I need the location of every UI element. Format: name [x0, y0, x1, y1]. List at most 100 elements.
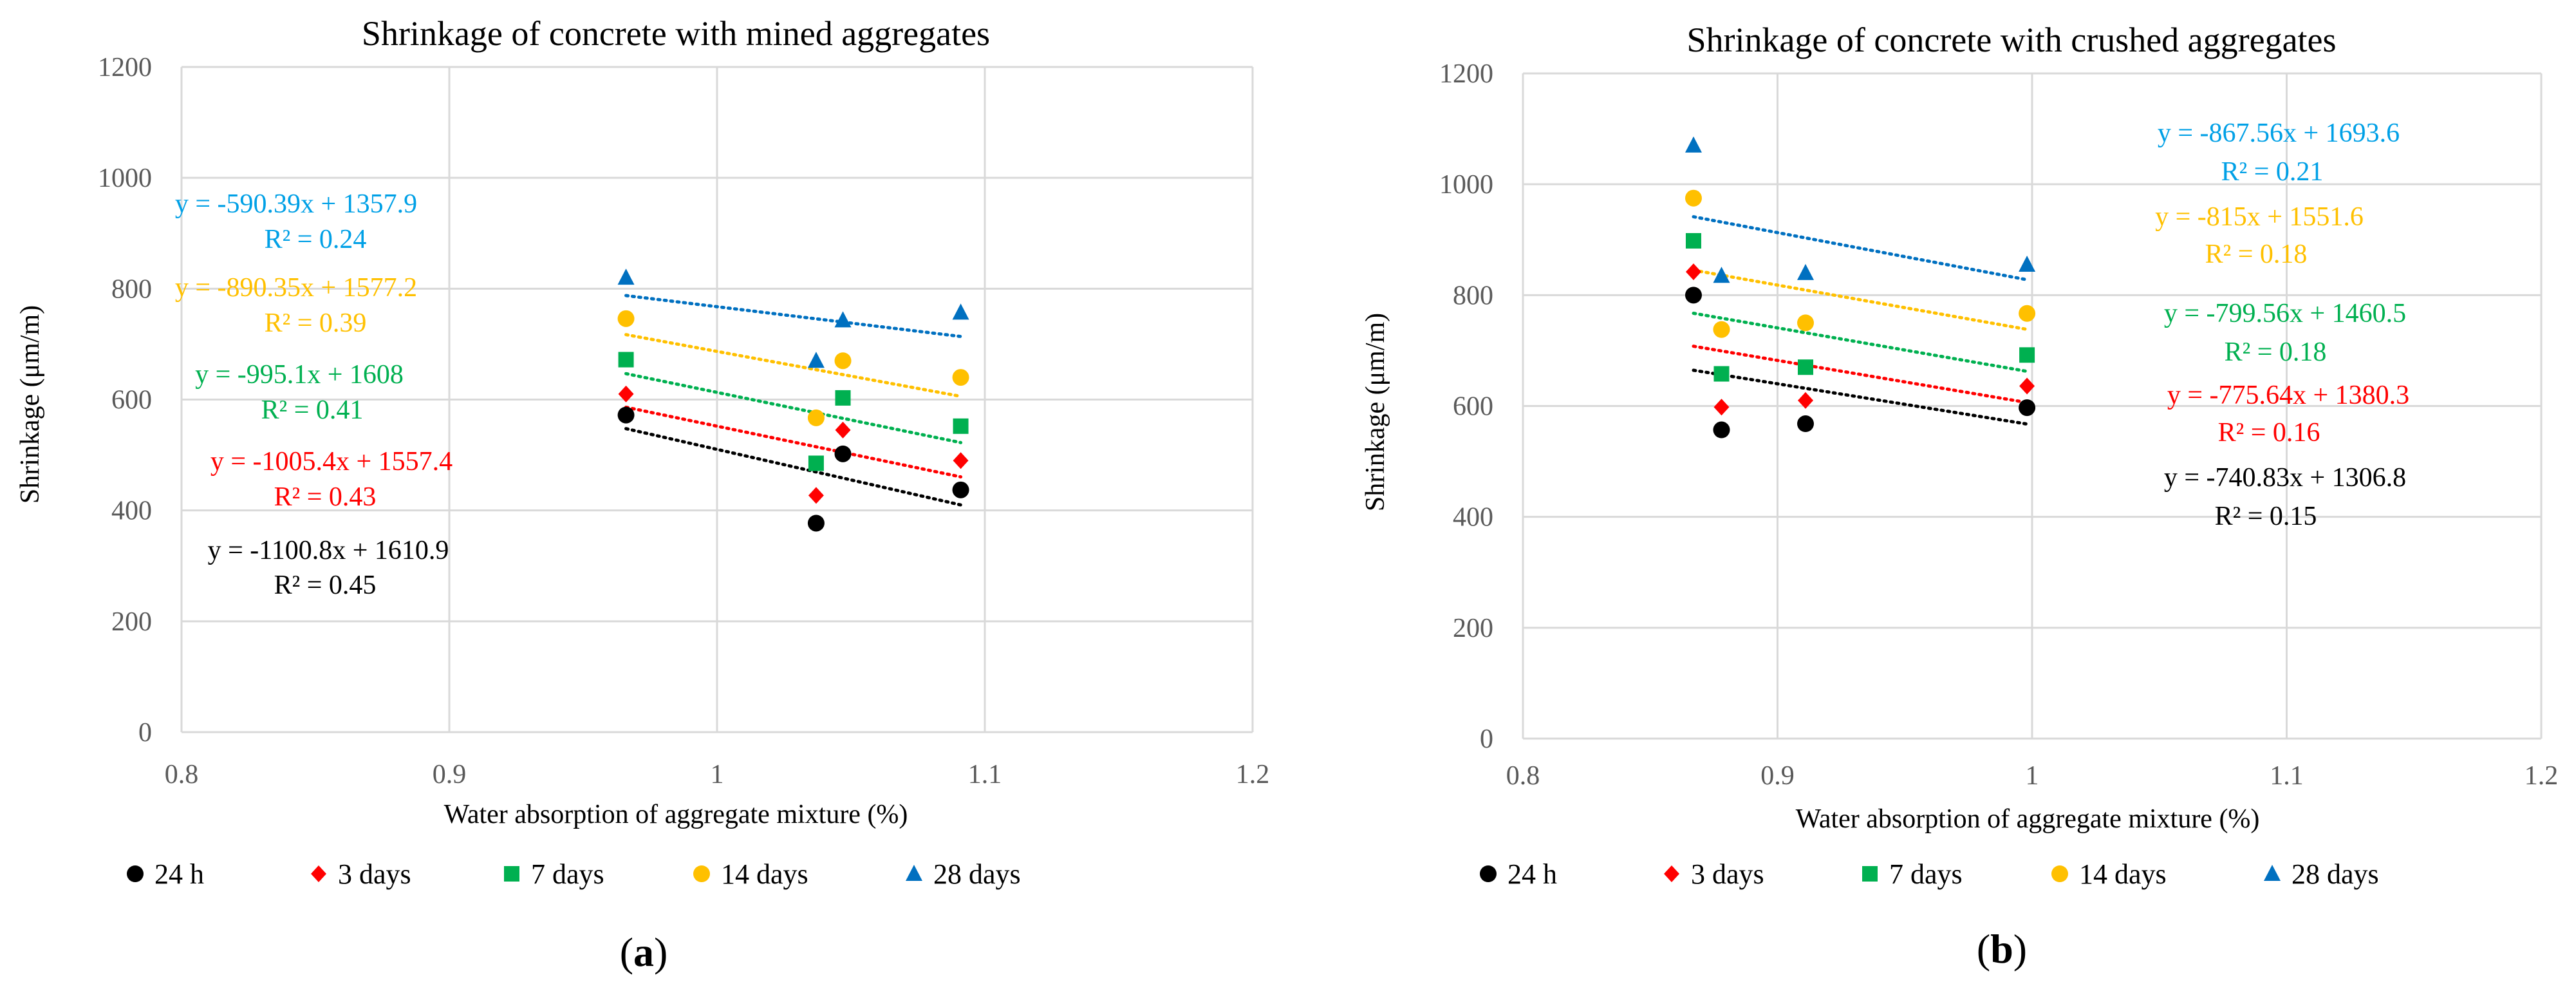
chart-a-legend-label-28d: 28 days — [933, 858, 1021, 890]
chart-a-point-3d — [953, 452, 969, 469]
chart-b-ytick-label: 800 — [1453, 281, 1493, 310]
chart-b-legend-label-3d: 3 days — [1691, 858, 1764, 890]
chart-b-panel-letter: b — [1990, 926, 2013, 972]
chart-b-point-3d — [1798, 392, 1814, 409]
chart-a-point-3d — [618, 385, 634, 402]
chart-a-ytick-label: 800 — [111, 274, 152, 304]
chart-a-trendlines — [624, 294, 963, 507]
chart-b-legend: 24 h 3 days 7 days 14 days 28 days — [1480, 858, 2379, 890]
chart-a-point-28d — [834, 311, 852, 328]
chart-a-point-7d — [808, 455, 824, 471]
chart-b-point-3d — [1713, 399, 1730, 416]
chart-b-legend-item-24h: 24 h — [1480, 858, 1557, 890]
chart-b-eq-28d: y = -867.56x + 1693.6 — [2158, 118, 2400, 148]
chart-a-xtick-label: 0.8 — [165, 760, 199, 789]
chart-a-point-14d — [807, 409, 825, 426]
chart-b-legend-marker-14d — [2051, 865, 2068, 882]
chart-b-eq-7d: y = -799.56x + 1460.5 — [2164, 299, 2406, 328]
chart-a-legend-marker-28d — [906, 865, 922, 881]
chart-b-ytick-label: 400 — [1453, 503, 1493, 533]
chart-b-ytick-label: 600 — [1453, 392, 1493, 422]
chart-b-point-24h — [1797, 415, 1815, 433]
chart-b-trendlines — [1692, 215, 2029, 426]
chart-b-point-14d — [1797, 314, 1815, 332]
chart-a-point-14d — [617, 310, 635, 327]
chart-a-point-7d — [835, 390, 851, 406]
chart-a-panel-letter: a — [633, 929, 654, 975]
chart-a-legend-item-3d: 3 days — [311, 858, 411, 890]
chart-b: Shrinkage of concrete with crushed aggre… — [1361, 21, 2558, 972]
chart-b-legend-item-28d: 28 days — [2264, 858, 2379, 890]
chart-a-points — [617, 269, 969, 532]
chart-b-point-3d — [2019, 377, 2035, 395]
chart-a-legend-marker-3d — [311, 865, 326, 882]
chart-b-point-14d — [1713, 321, 1730, 338]
chart-a-eq-7d: y = -995.1x + 1608 — [195, 360, 404, 390]
chart-a-legend-marker-24h — [127, 865, 144, 882]
chart-a-ytick-label: 400 — [111, 496, 152, 526]
chart-b-xtick-label: 1.2 — [2525, 761, 2559, 791]
chart-b-panel-close: ) — [2013, 926, 2027, 972]
chart-a-point-24h — [617, 406, 635, 424]
chart-b-ytick-label: 1000 — [1439, 170, 1493, 200]
chart-a-r2-7d: R² = 0.41 — [261, 395, 364, 425]
chart-a-y-axis-label: Shrinkage (μm/m) — [15, 305, 45, 504]
chart-a-point-3d — [808, 487, 824, 504]
chart-b-r2-14d: R² = 0.18 — [2205, 240, 2308, 269]
chart-a-legend-label-3d: 3 days — [338, 858, 411, 890]
chart-a-legend-item-14d: 14 days — [693, 858, 808, 890]
chart-b-panel-open: ( — [1977, 926, 1990, 972]
chart-a-ytick-label: 1200 — [98, 53, 152, 82]
chart-b-ytick-label: 1200 — [1439, 59, 1493, 89]
chart-a-point-7d — [953, 418, 969, 434]
chart-b-point-28d — [1713, 267, 1730, 283]
chart-b-trendline-3d — [1692, 344, 2029, 404]
chart-a-ytick-label: 1000 — [98, 164, 152, 193]
chart-b-legend-item-14d: 14 days — [2051, 858, 2167, 890]
chart-a-ytick-label: 600 — [111, 386, 152, 415]
chart-b-xtick-label: 0.8 — [1506, 761, 1540, 791]
chart-a-panel-label: (a) — [620, 929, 668, 975]
chart-b-point-24h — [2019, 399, 2036, 417]
chart-b-trendline-24h — [1692, 368, 2029, 426]
chart-b-xtick-label: 1.1 — [2270, 761, 2304, 791]
chart-b-eq-14d: y = -815x + 1551.6 — [2155, 202, 2364, 232]
chart-b-legend-item-7d: 7 days — [1862, 858, 1963, 890]
chart-a-tick-labels: 0 200 400 600 800 1000 1200 0.8 0.9 1 1.1 1.2 — [98, 53, 1269, 789]
chart-a-r2-3d: R² = 0.43 — [274, 482, 377, 512]
chart-a-point-3d — [835, 421, 851, 439]
chart-a-panel-open: ( — [620, 929, 633, 975]
chart-a-ytick-label: 200 — [111, 607, 152, 637]
chart-a-point-28d — [952, 303, 969, 320]
chart-a-point-24h — [807, 514, 825, 532]
chart-a-r2-24h: R² = 0.45 — [274, 571, 377, 600]
chart-a-legend: 24 h 3 days 7 days 14 days 28 days — [127, 858, 1021, 890]
chart-b-x-axis-label: Water absorption of aggregate mixture (%… — [1796, 804, 2260, 834]
chart-b-eq-24h: y = -740.83x + 1306.8 — [2164, 463, 2406, 493]
chart-a-trendline-7d — [624, 372, 963, 444]
chart-a-legend-marker-14d — [693, 865, 710, 882]
chart-b-point-24h — [1713, 421, 1730, 439]
chart-b-point-7d — [1713, 366, 1730, 382]
chart-a-eq-24h: y = -1100.8x + 1610.9 — [208, 536, 449, 565]
chart-a-legend-label-7d: 7 days — [531, 858, 604, 890]
chart-b-ytick-label: 200 — [1453, 614, 1493, 643]
chart-a-r2-14d: R² = 0.39 — [265, 308, 367, 338]
chart-b-r2-3d: R² = 0.16 — [2218, 418, 2320, 448]
chart-b-legend-label-28d: 28 days — [2291, 858, 2379, 890]
chart-b-point-28d — [2019, 255, 2036, 272]
chart-a: Shrinkage of concrete with mined aggrega… — [15, 14, 1269, 975]
chart-b-point-7d — [1685, 232, 1701, 249]
chart-b-trendline-28d — [1692, 215, 2029, 281]
chart-b-point-3d — [1685, 263, 1701, 281]
chart-b-equations: y = -867.56x + 1693.6 R² = 0.21 y = -815… — [2155, 118, 2409, 531]
chart-b-y-axis-label: Shrinkage (μm/m) — [1361, 313, 1390, 511]
chart-a-point-28d — [807, 352, 825, 368]
chart-b-point-7d — [2019, 347, 2035, 363]
chart-b-xtick-label: 0.9 — [1760, 761, 1795, 791]
chart-b-r2-24h: R² = 0.15 — [2215, 502, 2317, 531]
chart-b-eq-3d: y = -775.64x + 1380.3 — [2167, 381, 2409, 410]
chart-a-xtick-label: 1 — [711, 760, 724, 789]
chart-b-r2-7d: R² = 0.18 — [2225, 337, 2327, 367]
